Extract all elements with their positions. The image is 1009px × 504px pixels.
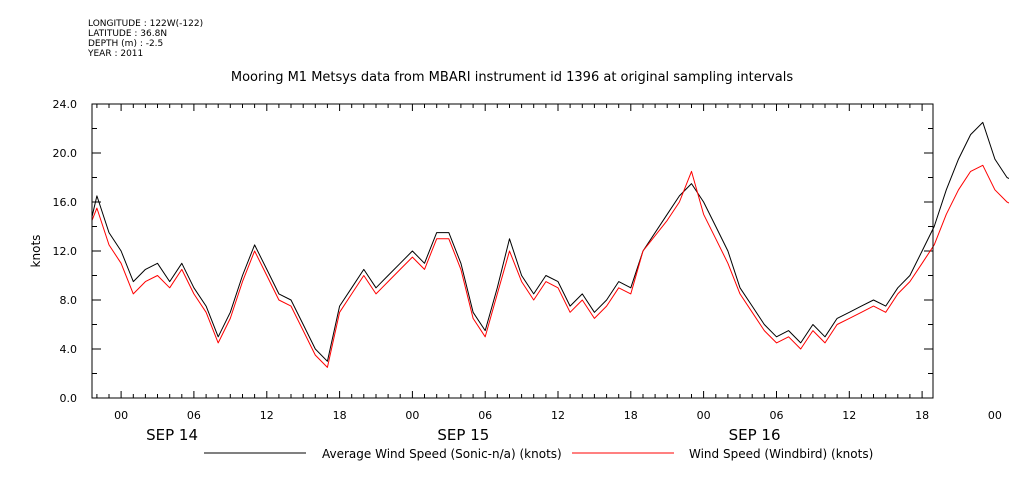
hour-tick-label: 18 (624, 409, 638, 422)
legend-label-windbird: Wind Speed (Windbird) (knots) (689, 447, 873, 461)
hour-tick-label: 06 (770, 409, 784, 422)
y-tick-label: 12.0 (53, 245, 78, 258)
y-tick-label: 20.0 (53, 147, 78, 160)
legend: Average Wind Speed (Sonic-n/a) (knots) W… (204, 447, 873, 461)
depth-label: DEPTH (m) : -2.5 (88, 39, 164, 49)
series-line-avg-wind-speed (91, 121, 1009, 362)
y-axis-label: knots (29, 235, 43, 268)
hour-tick-label: 18 (915, 409, 929, 422)
hour-tick-labels: 0006121800061218000612180006121800061218… (114, 409, 1002, 422)
y-tick-label: 8.0 (60, 294, 78, 307)
hour-tick-label: 12 (551, 409, 565, 422)
hour-tick-label: 00 (988, 409, 1002, 422)
day-label: SEP 15 (437, 426, 489, 444)
hour-tick-label: 06 (187, 409, 201, 422)
year-label: YEAR : 2011 (88, 49, 144, 59)
hour-tick-label: 12 (842, 409, 856, 422)
hour-tick-label: 00 (697, 409, 711, 422)
hour-tick-label: 00 (405, 409, 419, 422)
y-tick-label: 16.0 (53, 196, 78, 209)
y-tick-labels: 0.0 4.0 8.0 12.0 16.0 20.0 24.0 (53, 98, 78, 405)
series-line-windbird-wind-speed (91, 164, 1009, 368)
y-tick-label: 0.0 (60, 392, 78, 405)
y-tick-label: 4.0 (60, 343, 78, 356)
longitude-label: LONGITUDE : 122W(-122) (88, 19, 204, 29)
axis-ticks (92, 103, 933, 399)
day-label: SEP 14 (146, 426, 198, 444)
hour-tick-label: 18 (333, 409, 347, 422)
metadata-block: LONGITUDE : 122W(-122) LATITUDE : 36.8N … (88, 19, 203, 59)
hour-tick-label: 00 (114, 409, 128, 422)
legend-label-avg: Average Wind Speed (Sonic-n/a) (knots) (322, 447, 562, 461)
plot-frame (91, 103, 934, 399)
hour-tick-label: 06 (478, 409, 492, 422)
hour-tick-label: 12 (260, 409, 274, 422)
series-lines (91, 121, 1009, 368)
latitude-label: LATITUDE : 36.8N (88, 29, 168, 39)
day-label: SEP 16 (729, 426, 781, 444)
chart-title: Mooring M1 Metsys data from MBARI instru… (231, 70, 793, 85)
y-tick-label: 24.0 (53, 98, 78, 111)
